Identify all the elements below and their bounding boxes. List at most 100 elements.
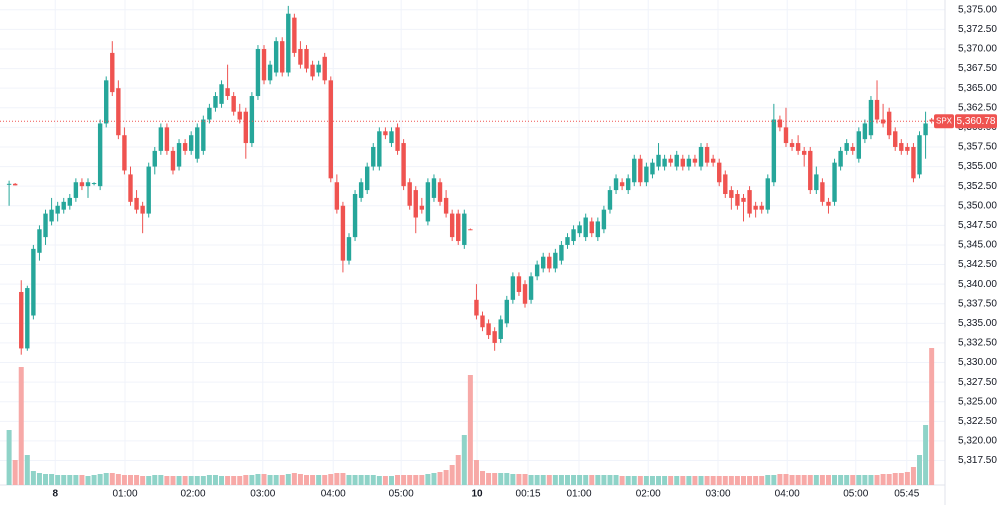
candle-body xyxy=(201,119,206,151)
volume-bar xyxy=(358,475,364,485)
y-tick-label: 5,352.50 xyxy=(958,181,997,192)
x-tick-label: 04:00 xyxy=(775,489,800,500)
candle-body xyxy=(674,154,679,167)
volume-bar xyxy=(200,476,206,485)
candle-body xyxy=(334,182,340,210)
x-tick-label: 02:00 xyxy=(180,489,205,500)
candle-body xyxy=(122,135,127,171)
candle-body xyxy=(377,131,382,167)
candle-body xyxy=(504,299,509,324)
volume-bar xyxy=(917,455,923,485)
volume-bar xyxy=(783,474,789,485)
candle-body xyxy=(316,64,321,73)
x-tick-label: 03:00 xyxy=(705,489,730,500)
volume-bar xyxy=(152,475,158,485)
volume-bar xyxy=(844,475,850,485)
last-price-label: 5,360.78 xyxy=(957,116,996,127)
volume-bar xyxy=(492,473,498,485)
candle-body xyxy=(219,84,224,104)
volume-bar xyxy=(6,430,12,485)
candle-body xyxy=(844,143,849,151)
volume-bar xyxy=(558,475,564,485)
candle-body xyxy=(25,288,30,349)
y-tick-label: 5,365.00 xyxy=(958,83,997,94)
candle-body xyxy=(893,131,898,147)
candle-body xyxy=(789,143,795,147)
candle-body xyxy=(310,64,315,77)
y-tick-label: 5,332.50 xyxy=(958,338,997,349)
volume-bar xyxy=(753,476,759,485)
volume-bar xyxy=(698,476,704,485)
candle-body xyxy=(170,150,176,171)
candle-body xyxy=(808,150,813,191)
candle-body xyxy=(158,127,164,151)
candle-body xyxy=(407,182,412,206)
candle-body xyxy=(814,174,819,191)
y-tick-label: 5,372.50 xyxy=(958,24,997,35)
volume-bar xyxy=(765,475,771,485)
volume-bar xyxy=(643,476,649,485)
candle-body xyxy=(6,183,12,185)
candle-body xyxy=(480,315,485,328)
volume-bar xyxy=(540,475,546,485)
x-tick-label: 05:45 xyxy=(894,489,919,500)
symbol-label: SPX xyxy=(936,116,953,125)
volume-bar xyxy=(461,435,467,485)
candle-body xyxy=(43,213,48,238)
volume-bar xyxy=(36,473,42,485)
y-tick-label: 5,317.50 xyxy=(958,455,997,466)
candle-body xyxy=(668,158,673,163)
volume-bar xyxy=(795,475,801,485)
volume-bar xyxy=(728,476,734,485)
volume-bar xyxy=(868,475,874,485)
volume-bar xyxy=(340,473,346,485)
volume-bar xyxy=(801,475,807,485)
volume-bar xyxy=(552,475,558,485)
volume-bar xyxy=(467,375,473,485)
volume-bar xyxy=(625,476,631,485)
volume-bar xyxy=(267,475,273,485)
volume-bar xyxy=(504,473,510,485)
candle-body xyxy=(856,131,862,159)
volume-bar xyxy=(49,474,55,485)
x-tick-label: 01:00 xyxy=(567,489,592,500)
candle-body xyxy=(826,201,831,206)
y-tick-label: 5,375.00 xyxy=(958,4,997,15)
y-tick-label: 5,327.50 xyxy=(958,377,997,388)
candle-body xyxy=(134,197,139,210)
volume-bar xyxy=(722,476,728,485)
candle-body xyxy=(110,52,115,93)
candle-body xyxy=(625,178,631,191)
candle-body xyxy=(820,182,825,202)
volume-bar xyxy=(91,475,97,485)
volume-bar xyxy=(322,475,328,485)
candle-body xyxy=(522,284,528,304)
candle-body xyxy=(498,319,503,340)
volume-bar xyxy=(668,476,674,485)
x-tick-label: 03:00 xyxy=(250,489,275,500)
volume-bar xyxy=(188,476,194,485)
candle-body xyxy=(116,88,121,136)
volume-bar xyxy=(261,474,267,485)
volume-bar xyxy=(734,476,740,485)
candle-body xyxy=(541,256,546,269)
volume-bar xyxy=(674,476,680,485)
volume-bar xyxy=(856,475,862,485)
candle-body xyxy=(704,146,710,163)
y-tick-label: 5,362.50 xyxy=(958,102,997,113)
x-tick-label: 04:00 xyxy=(321,489,346,500)
candle-body xyxy=(340,205,346,261)
candle-body xyxy=(589,221,594,234)
volume-bar xyxy=(498,473,504,485)
candle-body xyxy=(486,323,491,336)
candle-body xyxy=(352,194,358,238)
volume-bar xyxy=(807,475,813,485)
candle-body xyxy=(213,96,218,108)
volume-bar xyxy=(134,475,140,485)
candle-body xyxy=(723,174,728,194)
candle-body xyxy=(128,174,133,202)
candle-body xyxy=(468,229,473,231)
volume-bar xyxy=(304,475,310,485)
y-tick-label: 5,350.00 xyxy=(958,200,997,211)
candle-body xyxy=(97,123,103,187)
